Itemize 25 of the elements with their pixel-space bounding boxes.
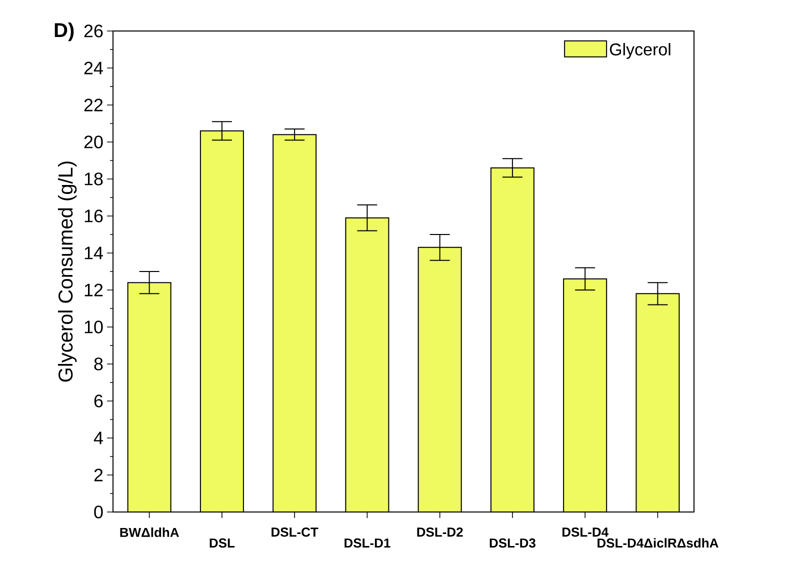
y-tick-label: 22 [84,98,103,112]
x-tick-label: BWΔldhA [120,528,179,538]
y-tick-label: 16 [84,210,103,222]
y-tick-label: 18 [84,172,103,186]
x-tick-label: DSL-D3 [490,538,536,548]
y-tick-label: 8 [94,358,103,370]
x-tick-label: DSL-D2 [417,528,463,537]
legend-label: Glycerol [610,42,670,59]
y-tick-label: 14 [84,246,103,260]
y-tick-label: 24 [84,62,103,74]
x-tick-label: DSL [210,538,235,548]
x-tick-label: DSL-D4 [562,528,608,537]
y-tick-label: 12 [84,284,103,296]
x-tick-label: DSL-D4ΔiclRΔsdhA [598,538,718,548]
y-axis-title: Glycerol Consumed (g/L) [58,162,77,382]
y-tick-label: 2 [94,468,103,482]
y-tick-label: 26 [84,24,103,38]
x-tick-label: DSL-D1 [344,538,390,548]
y-tick-label: 20 [84,136,103,148]
y-tick-label: 0 [94,506,103,518]
x-tick-label: DSL-CT [272,528,318,537]
y-tick-label: 6 [94,394,103,408]
y-tick-label: 4 [94,432,103,444]
text: D) [54,22,74,42]
y-tick-label: 10 [84,320,103,334]
